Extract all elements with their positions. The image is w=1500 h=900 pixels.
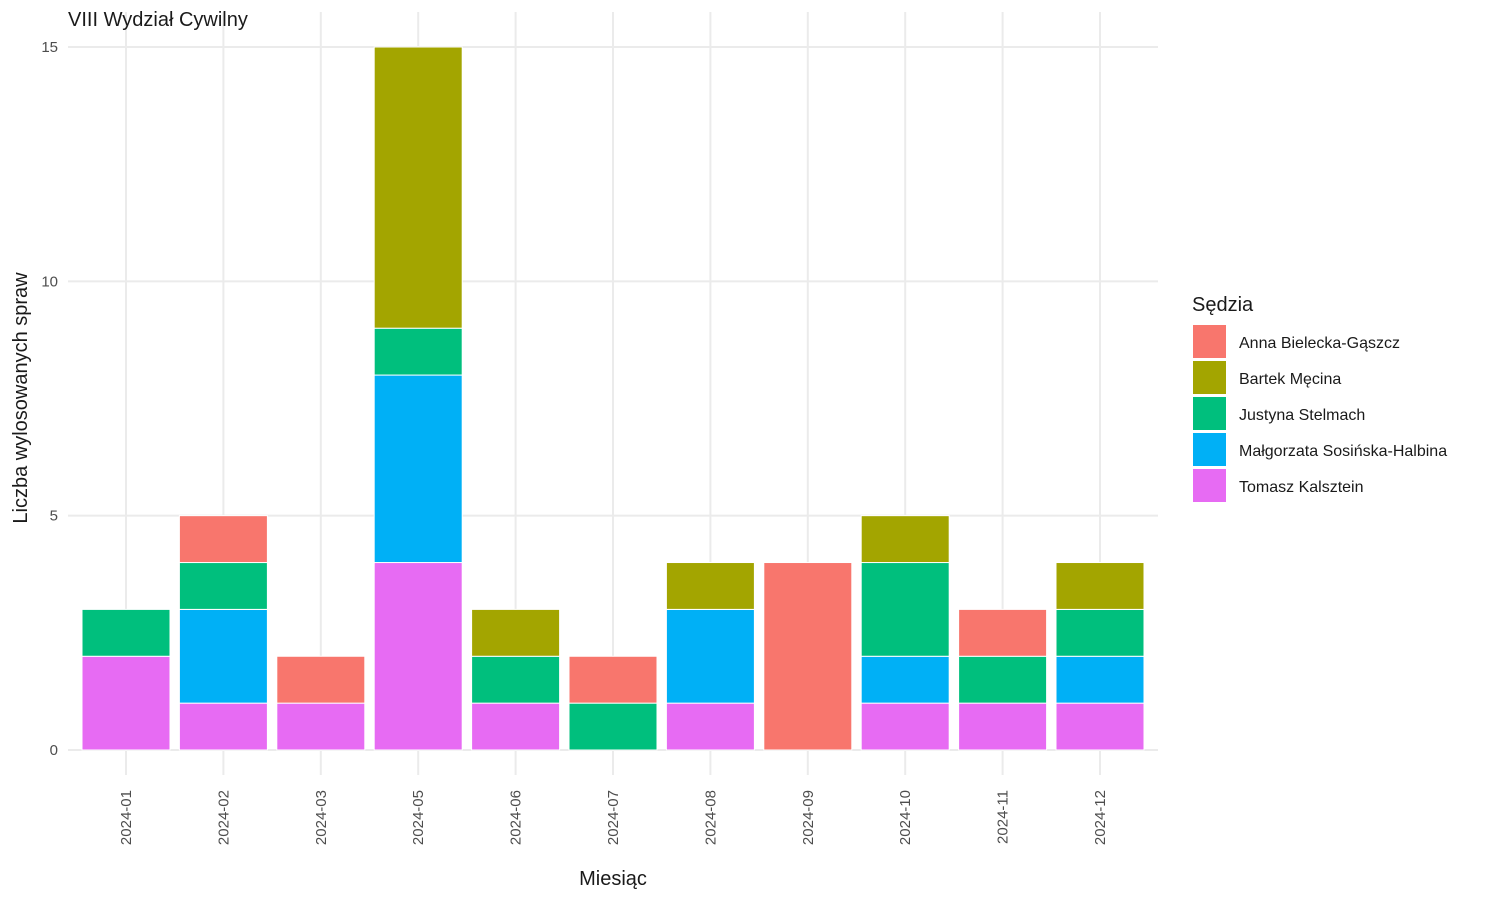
bar-segment	[568, 655, 658, 704]
legend-swatch	[1193, 397, 1226, 430]
bar-segment	[665, 702, 755, 751]
legend-label: Bartek Męcina	[1239, 371, 1341, 388]
bar-segment	[471, 655, 561, 704]
bar-segment	[1055, 655, 1145, 704]
legend-swatch	[1193, 361, 1226, 394]
bars	[81, 46, 1145, 751]
bar-segment	[1055, 608, 1145, 657]
x-tick-label: 2024-08	[702, 790, 719, 845]
bar-segment	[276, 655, 366, 704]
x-tick-label: 2024-05	[410, 790, 427, 845]
bar-segment	[958, 702, 1048, 751]
bar-segment	[81, 655, 171, 751]
x-tick-label: 2024-01	[118, 790, 135, 845]
x-tick-label: 2024-12	[1092, 790, 1109, 845]
legend-label: Anna Bielecka-Gąszcz	[1239, 335, 1400, 352]
y-tick-label: 10	[41, 273, 58, 290]
chart-title: VIII Wydział Cywilny	[68, 9, 248, 31]
legend-items: Anna Bielecka-Gąszcz Bartek Męcina Justyna…	[1193, 325, 1447, 502]
y-tick-label: 0	[50, 742, 58, 759]
x-axis-title: Miesiąc	[579, 868, 647, 890]
bar-segment	[860, 562, 950, 657]
bar-segment	[178, 515, 268, 564]
legend-label: Justyna Stelmach	[1239, 407, 1365, 424]
legend-label: Małgorzata Sosińska-Halbina	[1239, 443, 1447, 460]
bar-segment	[665, 608, 755, 704]
legend-title: Sędzia	[1192, 294, 1254, 316]
x-tick-label: 2024-03	[313, 790, 330, 845]
bar-segment	[178, 702, 268, 751]
x-tick-label: 2024-02	[215, 790, 232, 845]
legend-label: Tomasz Kalsztein	[1239, 479, 1364, 496]
bar-segment	[373, 562, 463, 751]
bar-segment	[860, 655, 950, 704]
bar-segment	[373, 46, 463, 329]
bar-segment	[665, 562, 755, 610]
bar-segment	[1055, 702, 1145, 751]
x-tick-label: 2024-09	[800, 790, 817, 845]
tick-labels: 0 5 10 15 2024-01 2024-02 2024-03 2024-05 2024-0…	[41, 39, 1109, 845]
bar-segment	[860, 515, 950, 564]
legend: Sędzia Anna Bielecka-Gąszcz Bartek Męcina…	[1192, 294, 1447, 502]
bar-segment	[958, 655, 1048, 704]
bar-segment	[471, 702, 561, 751]
bar-segment	[81, 608, 171, 657]
x-tick-label: 2024-06	[508, 790, 525, 845]
bar-segment	[763, 562, 853, 751]
bar-segment	[860, 702, 950, 751]
x-tick-label: 2024-07	[605, 790, 622, 845]
y-axis-title: Liczba wylosowanych spraw	[10, 272, 32, 524]
x-tick-label: 2024-11	[995, 790, 1012, 844]
legend-swatch	[1193, 325, 1226, 358]
legend-swatch	[1193, 433, 1226, 466]
x-tick-label: 2024-10	[897, 790, 914, 845]
bar-segment	[373, 374, 463, 564]
bar-segment	[276, 702, 366, 751]
legend-swatch	[1193, 469, 1226, 502]
bar-segment	[178, 608, 268, 704]
bar-segment	[568, 702, 658, 751]
bar-segment	[1055, 562, 1145, 610]
bar-segment	[471, 608, 561, 657]
y-tick-label: 15	[41, 39, 58, 56]
bar-segment	[958, 608, 1048, 657]
y-tick-label: 5	[50, 508, 58, 525]
bar-segment	[178, 562, 268, 610]
bar-segment	[373, 327, 463, 376]
